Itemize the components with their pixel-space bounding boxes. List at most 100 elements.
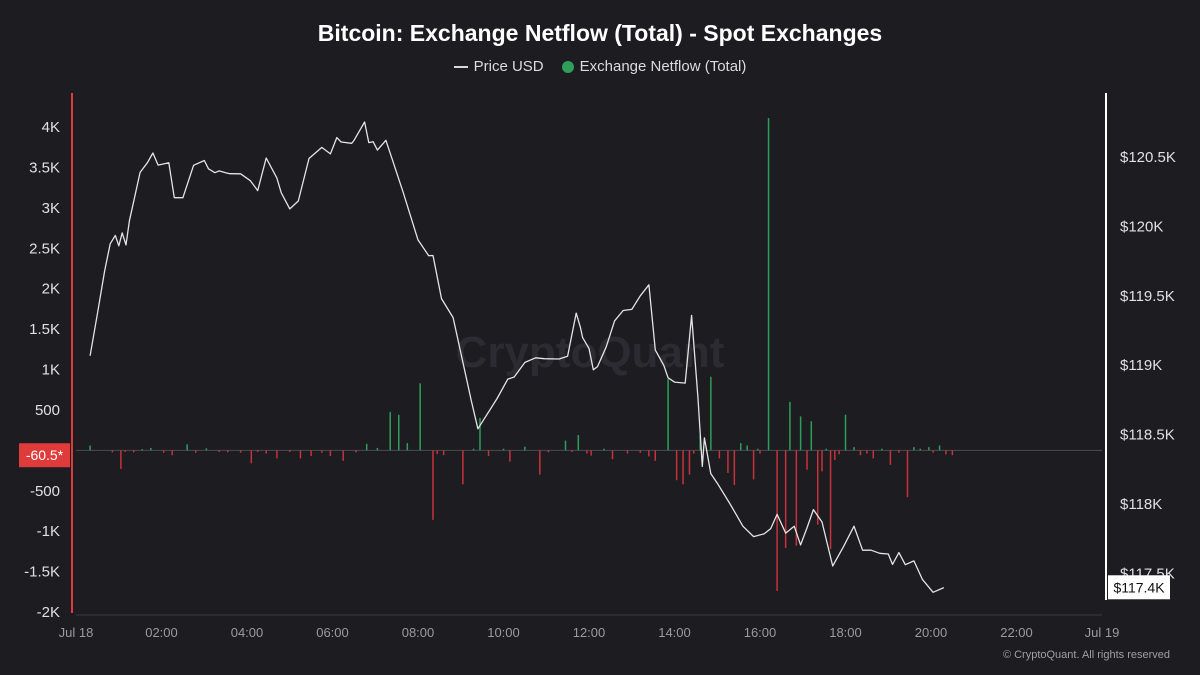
- netflow-bar: [844, 414, 847, 451]
- netflow-bar: [710, 376, 712, 451]
- legend-label-price: Price USD: [473, 58, 544, 75]
- netflow-bar: [250, 450, 253, 464]
- netflow-bar: [810, 421, 813, 451]
- netflow-bar: [746, 445, 748, 451]
- netflow-bar: [919, 448, 922, 451]
- netflow-bar: [733, 450, 736, 486]
- netflow-bar: [205, 448, 208, 451]
- netflow-bar: [487, 450, 490, 456]
- legend-label-netflow: Exchange Netflow (Total): [579, 58, 747, 75]
- netflow-bar: [932, 450, 934, 453]
- netflow-bar: [626, 450, 629, 454]
- netflow-bar: [881, 448, 883, 451]
- price-line: [89, 121, 945, 593]
- y-left-tick-label: -1.5K: [24, 564, 60, 581]
- y-right-tick-label: $119K: [1120, 357, 1162, 374]
- legend-item-netflow[interactable]: Exchange Netflow (Total): [561, 58, 747, 75]
- netflow-bar: [776, 450, 778, 591]
- netflow-bar: [227, 450, 229, 453]
- netflow-bar: [767, 118, 770, 451]
- netflow-bar: [859, 450, 862, 456]
- netflow-bar: [124, 450, 126, 452]
- netflow-bar: [789, 401, 791, 451]
- netflow-bar: [667, 379, 669, 451]
- netflow-bar: [757, 448, 759, 451]
- y-left-tick-label: 2K: [42, 281, 60, 298]
- y-right-tick-label: $119.5K: [1120, 288, 1175, 305]
- line-swatch-icon: [453, 65, 468, 68]
- netflow-bar: [256, 450, 259, 452]
- legend: Price USD Exchange Netflow (Total): [0, 58, 1200, 75]
- netflow-bar: [571, 450, 573, 452]
- left-current-value-tag: [19, 443, 70, 468]
- x-tick-label: 20:00: [915, 625, 948, 640]
- netflow-bar: [838, 450, 840, 455]
- netflow-bar: [171, 450, 173, 456]
- netflow-bar: [365, 443, 368, 451]
- netflow-bar: [654, 450, 657, 461]
- netflow-bar: [141, 449, 144, 451]
- netflow-bar: [951, 450, 954, 456]
- netflow-bar: [194, 450, 197, 453]
- x-tick-label: 10:00: [487, 625, 520, 640]
- x-tick-label: Jul 19: [1085, 625, 1120, 640]
- x-tick-label: 22:00: [1000, 625, 1033, 640]
- netflow-bar: [355, 450, 357, 453]
- netflow-bar: [276, 450, 278, 459]
- netflow-bar: [603, 448, 605, 451]
- netflow-bar: [928, 447, 930, 451]
- netflow-bar: [524, 446, 526, 451]
- netflow-bar: [299, 450, 302, 459]
- netflow-bar: [816, 450, 819, 525]
- netflow-bar: [586, 450, 588, 454]
- netflow-bar: [329, 450, 332, 456]
- x-tick-label: 06:00: [316, 625, 349, 640]
- netflow-bar: [577, 434, 580, 451]
- y-left-tick-label: 2.5K: [29, 240, 60, 257]
- netflow-bar: [799, 416, 802, 451]
- x-tick-label: 18:00: [829, 625, 862, 640]
- x-tick-label: 04:00: [231, 625, 264, 640]
- netflow-bar: [853, 447, 855, 451]
- y-right-tick-label: $118K: [1120, 496, 1162, 513]
- dot-swatch-icon: [561, 60, 574, 73]
- netflow-bar: [740, 443, 742, 451]
- netflow-bar: [906, 450, 909, 498]
- y-left-tick-label: 1.5K: [29, 321, 60, 338]
- netflow-bar: [289, 450, 291, 452]
- netflow-bar: [120, 450, 122, 469]
- netflow-bar: [436, 450, 438, 454]
- netflow-bar: [590, 450, 592, 456]
- chart-title: Bitcoin: Exchange Netflow (Total) - Spot…: [317, 20, 883, 46]
- x-tick-label: 16:00: [744, 625, 777, 640]
- netflow-bar: [462, 450, 464, 485]
- y-left-tick-label: 3K: [42, 200, 60, 217]
- netflow-bar: [784, 450, 787, 549]
- netflow-bar: [795, 450, 798, 546]
- netflow-bar: [502, 448, 505, 451]
- netflow-bar: [376, 447, 379, 451]
- netflow-bar: [913, 447, 915, 451]
- netflow-bar: [611, 450, 614, 460]
- netflow-bar: [688, 450, 691, 475]
- netflow-bar: [938, 445, 941, 451]
- netflow-bar: [675, 450, 678, 481]
- copyright: © CryptoQuant. All rights reserved: [1002, 649, 1170, 661]
- y-left-tick-label: -500: [30, 483, 60, 500]
- netflow-bar: [759, 450, 761, 454]
- x-tick-label: 14:00: [658, 625, 691, 640]
- x-tick-label: Jul 18: [59, 625, 94, 640]
- netflow-bar: [389, 411, 391, 451]
- netflow-bar: [472, 448, 475, 451]
- netflow-bar: [866, 450, 868, 454]
- x-tick-label: 08:00: [402, 625, 435, 640]
- netflow-bar: [111, 450, 114, 453]
- netflow-bar: [564, 440, 567, 451]
- netflow-bar: [239, 450, 242, 453]
- netflow-bar: [162, 450, 165, 453]
- netflow-bar: [889, 450, 892, 465]
- netflow-bar: [692, 450, 695, 454]
- netflow-bar: [265, 450, 267, 454]
- legend-item-price[interactable]: Price USD: [453, 58, 544, 75]
